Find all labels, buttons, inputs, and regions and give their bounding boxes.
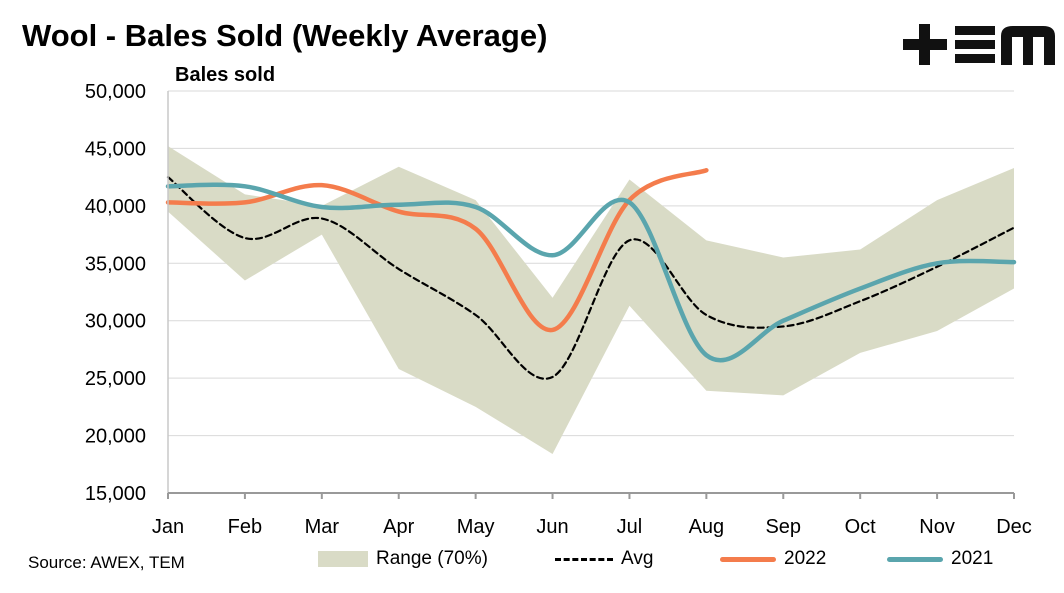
chart-title: Wool - Bales Sold (Weekly Average) bbox=[22, 18, 548, 53]
legend-2022-swatch bbox=[720, 556, 776, 562]
x-tick-label: May bbox=[457, 516, 495, 538]
x-tick-label: Dec bbox=[996, 516, 1032, 538]
legend-range: Range (70%) bbox=[318, 548, 488, 570]
legend-avg-swatch bbox=[555, 557, 613, 561]
legend-2021-label: 2021 bbox=[951, 548, 994, 569]
y-axis-label: Bales sold bbox=[175, 64, 275, 86]
x-tick-label: Jan bbox=[152, 516, 184, 538]
x-tick-label: Jun bbox=[536, 516, 568, 538]
x-tick-label: Oct bbox=[845, 516, 877, 538]
y-tick-label: 30,000 bbox=[85, 311, 146, 333]
x-tick-label: Feb bbox=[228, 516, 262, 538]
legend-2022: 2022 bbox=[720, 548, 826, 570]
x-tick-label: Apr bbox=[383, 516, 414, 538]
legend-range-swatch bbox=[318, 551, 368, 567]
y-tick-label: 20,000 bbox=[85, 426, 146, 448]
legend-2022-label: 2022 bbox=[784, 548, 827, 569]
y-tick-label: 40,000 bbox=[85, 196, 146, 218]
x-tick-label: Jul bbox=[617, 516, 643, 538]
y-tick-label: 45,000 bbox=[85, 138, 146, 160]
legend-avg-label: Avg bbox=[621, 548, 654, 569]
legend-avg: Avg bbox=[555, 548, 653, 570]
y-tick-label: 35,000 bbox=[85, 253, 146, 275]
legend-2021-swatch bbox=[887, 556, 943, 562]
y-tick-label: 50,000 bbox=[85, 81, 146, 103]
x-tick-label: Aug bbox=[689, 516, 725, 538]
x-tick-label: Mar bbox=[305, 516, 340, 538]
source-note: Source: AWEX, TEM bbox=[28, 553, 185, 572]
legend-range-label: Range (70%) bbox=[376, 548, 488, 569]
y-tick-label: 15,000 bbox=[85, 483, 146, 505]
tem-logo bbox=[903, 24, 1055, 65]
series-line-2022 bbox=[165, 168, 709, 333]
range-area bbox=[168, 146, 1014, 454]
y-tick-label: 25,000 bbox=[85, 368, 146, 390]
x-tick-label: Sep bbox=[765, 516, 801, 538]
x-tick-label: Nov bbox=[919, 516, 955, 538]
legend-2021: 2021 bbox=[887, 548, 993, 570]
